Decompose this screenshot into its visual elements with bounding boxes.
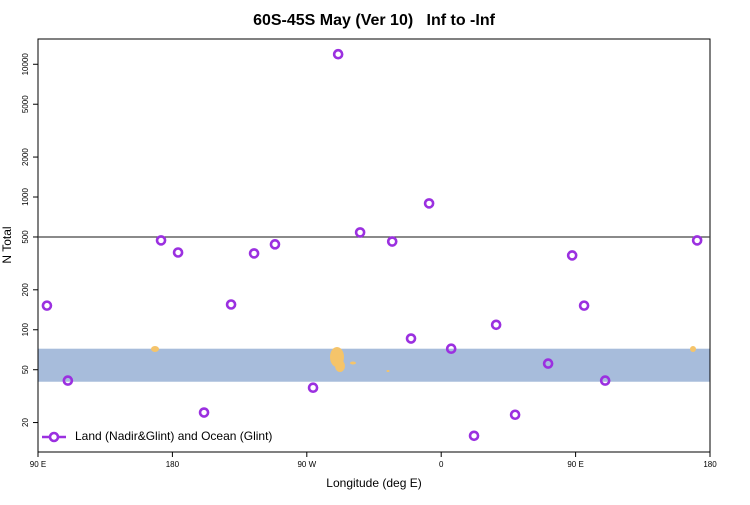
data-point — [172, 247, 184, 258]
chart-title: 60S-45S May (Ver 10) Inf to -Inf — [253, 12, 496, 29]
data-point — [307, 382, 319, 394]
y-tick-label: 5000 — [21, 95, 30, 113]
y-tick-label: 2000 — [21, 148, 30, 166]
data-point — [332, 48, 344, 60]
data-point — [691, 235, 703, 246]
legend-label: Land (Nadir&Glint) and Ocean (Glint) — [75, 429, 272, 443]
y-tick-label: 200 — [21, 283, 30, 297]
x-tick-label: 90 E — [567, 460, 583, 469]
land-shape — [350, 361, 356, 365]
data-point — [225, 299, 237, 310]
data-point — [490, 319, 502, 331]
x-axis-label: Longitude (deg E) — [326, 476, 421, 490]
data-point — [248, 248, 260, 259]
data-point — [468, 430, 480, 442]
data-point — [354, 227, 366, 238]
x-tick-label: 0 — [439, 460, 444, 469]
data-point — [386, 236, 398, 247]
data-point — [41, 300, 53, 311]
data-point — [155, 235, 167, 246]
data-point — [445, 343, 457, 355]
data-point — [405, 333, 417, 344]
x-tick-label: 90 W — [297, 460, 316, 469]
data-point — [566, 250, 578, 261]
y-tick-label: 50 — [21, 365, 30, 374]
y-tick-label: 500 — [21, 230, 30, 244]
data-point — [423, 198, 435, 209]
legend-marker — [48, 431, 60, 443]
band — [38, 348, 710, 382]
y-tick-label: 100 — [21, 323, 30, 337]
y-axis-label: N Total — [0, 226, 14, 263]
x-tick-label: 90 E — [30, 460, 46, 469]
land-shape — [690, 346, 696, 352]
y-tick-label: 10000 — [21, 53, 30, 76]
data-point — [509, 409, 521, 421]
y-tick-label: 20 — [21, 418, 30, 427]
data-point — [599, 375, 611, 386]
data-point — [62, 375, 74, 386]
land-shape — [151, 346, 159, 352]
data-point — [542, 358, 554, 369]
land-shape — [386, 370, 390, 372]
data-point — [578, 300, 590, 311]
data-point — [198, 407, 210, 418]
plot-frame — [37, 38, 711, 453]
y-tick-label: 1000 — [21, 188, 30, 206]
data-point — [269, 239, 281, 250]
x-tick-label: 180 — [166, 460, 180, 469]
x-tick-label: 180 — [703, 460, 717, 469]
land-shape — [335, 360, 345, 372]
